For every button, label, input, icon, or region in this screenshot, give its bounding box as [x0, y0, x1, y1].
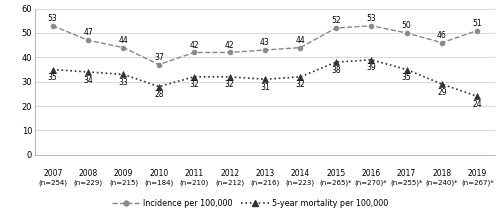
- Text: (n=212): (n=212): [215, 179, 244, 186]
- Text: 42: 42: [225, 41, 234, 49]
- Text: (n=267)*: (n=267)*: [461, 179, 494, 186]
- Text: 46: 46: [437, 31, 447, 40]
- Text: (n=184): (n=184): [144, 179, 174, 186]
- Text: 42: 42: [190, 41, 199, 49]
- Text: 2012: 2012: [220, 169, 239, 178]
- Text: 51: 51: [472, 19, 482, 28]
- Text: (n=229): (n=229): [74, 179, 102, 186]
- Text: 32: 32: [296, 80, 305, 89]
- Text: 35: 35: [402, 73, 411, 82]
- Text: (n=270)*: (n=270)*: [355, 179, 388, 186]
- Text: 2007: 2007: [43, 169, 62, 178]
- Text: 2017: 2017: [397, 169, 416, 178]
- Text: 28: 28: [154, 90, 164, 99]
- Text: (n=255)*: (n=255)*: [390, 179, 422, 186]
- Text: 44: 44: [118, 36, 128, 45]
- Text: 53: 53: [48, 14, 58, 23]
- Text: 39: 39: [366, 63, 376, 72]
- Text: 44: 44: [296, 36, 306, 45]
- Text: 35: 35: [48, 73, 58, 82]
- Text: (n=265)*: (n=265)*: [320, 179, 352, 186]
- Text: 53: 53: [366, 14, 376, 23]
- Text: 52: 52: [331, 16, 340, 25]
- Text: 2010: 2010: [149, 169, 169, 178]
- Text: (n=223): (n=223): [286, 179, 315, 186]
- Text: 33: 33: [118, 78, 128, 87]
- Text: 50: 50: [402, 21, 411, 30]
- Text: (n=210): (n=210): [180, 179, 209, 186]
- Text: 34: 34: [83, 76, 93, 85]
- Text: 2013: 2013: [256, 169, 274, 178]
- Text: 32: 32: [225, 80, 234, 89]
- Text: 2009: 2009: [114, 169, 133, 178]
- Text: 24: 24: [472, 100, 482, 109]
- Legend: Incidence per 100,000, 5-year mortality per 100,000: Incidence per 100,000, 5-year mortality …: [108, 195, 392, 211]
- Text: 2015: 2015: [326, 169, 345, 178]
- Text: 2014: 2014: [291, 169, 310, 178]
- Text: 2016: 2016: [362, 169, 381, 178]
- Text: (n=216): (n=216): [250, 179, 280, 186]
- Text: 37: 37: [154, 53, 164, 62]
- Text: 2008: 2008: [78, 169, 98, 178]
- Text: (n=240)*: (n=240)*: [426, 179, 458, 186]
- Text: 43: 43: [260, 38, 270, 47]
- Text: 2018: 2018: [432, 169, 452, 178]
- Text: 2019: 2019: [468, 169, 487, 178]
- Text: 38: 38: [331, 66, 340, 75]
- Text: (n=215): (n=215): [109, 179, 138, 186]
- Text: 31: 31: [260, 83, 270, 92]
- Text: 2011: 2011: [184, 169, 204, 178]
- Text: 29: 29: [437, 88, 446, 97]
- Text: (n=254): (n=254): [38, 179, 67, 186]
- Text: 47: 47: [83, 28, 93, 37]
- Text: 32: 32: [190, 80, 199, 89]
